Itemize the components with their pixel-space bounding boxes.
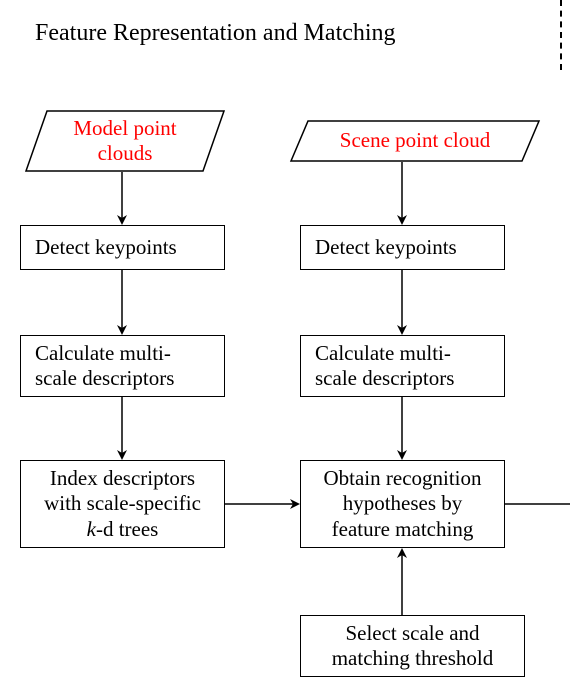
section-divider xyxy=(560,0,562,70)
node-label: Select scale and matching threshold xyxy=(332,621,494,671)
node-label: Detect keypoints xyxy=(315,235,457,260)
node-scene-hypotheses: Obtain recognition hypotheses by feature… xyxy=(300,460,505,548)
node-label: Calculate multi- scale descriptors xyxy=(315,341,454,391)
node-model-input-label: Model point clouds xyxy=(25,110,225,172)
node-label: Calculate multi- scale descriptors xyxy=(35,341,174,391)
node-model-index: Index descriptorswith scale-specifick-d … xyxy=(20,460,225,548)
node-scene-input: Scene point cloud xyxy=(290,120,540,162)
node-model-calc: Calculate multi- scale descriptors xyxy=(20,335,225,397)
node-scene-calc: Calculate multi- scale descriptors xyxy=(300,335,505,397)
node-label: Obtain recognition hypotheses by feature… xyxy=(323,466,481,542)
node-scene-input-label: Scene point cloud xyxy=(290,120,540,162)
node-label: Index descriptorswith scale-specifick-d … xyxy=(44,466,201,542)
diagram-title: Feature Representation and Matching xyxy=(35,20,396,47)
node-model-input: Model point clouds xyxy=(25,110,225,172)
node-model-detect: Detect keypoints xyxy=(20,225,225,270)
node-label: Detect keypoints xyxy=(35,235,177,260)
node-scene-detect: Detect keypoints xyxy=(300,225,505,270)
node-select-scale: Select scale and matching threshold xyxy=(300,615,525,677)
